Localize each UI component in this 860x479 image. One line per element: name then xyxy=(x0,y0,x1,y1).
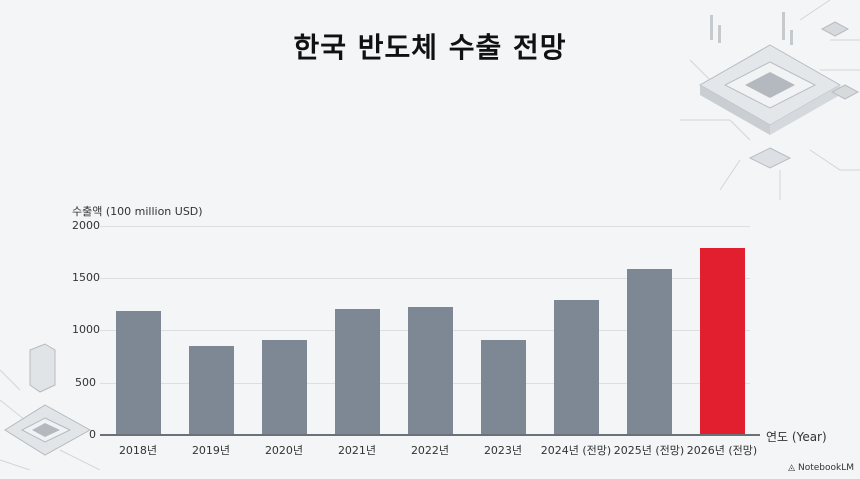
bar-6 xyxy=(554,299,599,435)
gridline-2000 xyxy=(100,226,750,227)
bar-7 xyxy=(627,268,672,435)
page-title: 한국 반도체 수출 전망 xyxy=(293,31,567,64)
brand-watermark: ◬ NotebookLM xyxy=(788,463,854,473)
x-axis-line xyxy=(100,434,760,436)
notebooklm-logo-icon: ◬ xyxy=(788,463,798,473)
bar-5 xyxy=(481,340,526,435)
y-tick-500: 500 xyxy=(75,376,96,389)
bar-0 xyxy=(116,311,161,435)
x-tick-label: 2018년 xyxy=(118,444,158,457)
brand-name: NotebookLM xyxy=(797,463,854,473)
bar-3 xyxy=(335,309,380,435)
server-chip-illustration-icon xyxy=(0,343,100,470)
bar-4 xyxy=(408,307,453,435)
x-axis-label: 연도 (Year) xyxy=(766,430,827,444)
x-tick-label: 2021년 xyxy=(337,444,377,457)
y-tick-0: 0 xyxy=(89,428,96,441)
y-tick-2000: 2000 xyxy=(72,219,100,232)
y-axis-label: 수출액 (100 million USD) xyxy=(72,205,203,218)
x-tick-label: 2026년 (전망) xyxy=(686,444,758,457)
bar-2 xyxy=(262,340,307,435)
x-tick-label: 2025년 (전망) xyxy=(613,444,685,457)
bar-1 xyxy=(189,345,234,435)
gridline-1500 xyxy=(100,278,750,279)
x-tick-label: 2023년 xyxy=(483,444,523,457)
x-tick-label: 2019년 xyxy=(191,444,231,457)
x-tick-label: 2024년 (전망) xyxy=(540,444,612,457)
bar-8 xyxy=(700,247,745,435)
y-tick-1000: 1000 xyxy=(72,323,100,336)
chip-illustration-icon xyxy=(680,0,860,200)
x-tick-label: 2022년 xyxy=(410,444,450,457)
y-tick-1500: 1500 xyxy=(72,271,100,284)
x-tick-label: 2020년 xyxy=(264,444,304,457)
